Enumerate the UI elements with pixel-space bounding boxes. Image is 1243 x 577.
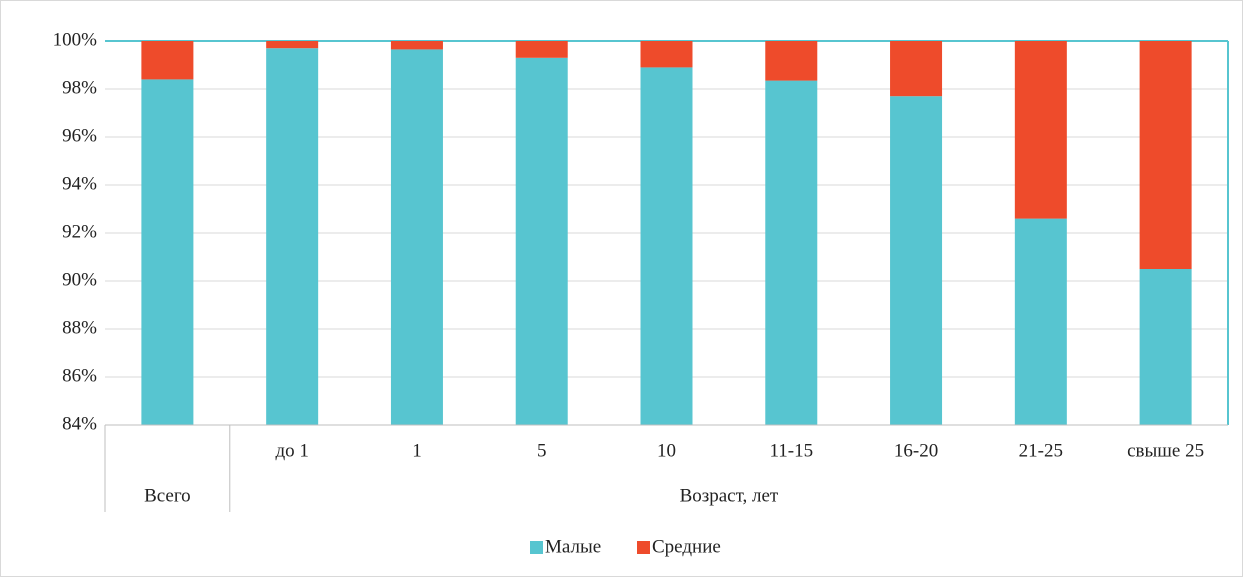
- y-tick-label: 96%: [62, 125, 97, 146]
- y-tick-label: 90%: [62, 269, 97, 290]
- y-tick-label: 84%: [62, 413, 97, 434]
- x-tick-label: 5: [537, 440, 547, 461]
- bar-segment: [390, 49, 443, 426]
- y-tick-label: 88%: [62, 317, 97, 338]
- y-tick-label: 86%: [62, 365, 97, 386]
- bar-segment: [890, 41, 943, 97]
- y-tick-label: 98%: [62, 77, 97, 98]
- x-tick-label: 16-20: [894, 440, 938, 461]
- y-tick-label: 100%: [53, 29, 98, 50]
- x-tick-label: 1: [412, 440, 422, 461]
- bar-segment: [141, 41, 194, 80]
- bar-segment: [765, 41, 818, 81]
- bar-segment: [1139, 269, 1192, 425]
- x-tick-label: 11-15: [769, 440, 813, 461]
- legend-label: Средние: [652, 536, 721, 557]
- bar-segment: [266, 41, 319, 49]
- x-tick-label: свыше 25: [1127, 440, 1204, 461]
- group-label: Возраст, лет: [680, 485, 779, 506]
- x-tick-label: 10: [657, 440, 676, 461]
- bar-segment: [1014, 41, 1067, 219]
- group-label: Всего: [144, 485, 191, 506]
- bar-segment: [640, 41, 693, 68]
- bar-segment: [266, 48, 319, 425]
- bar-segment: [515, 57, 568, 426]
- bar-segment: [515, 41, 568, 58]
- bar-segment: [1014, 218, 1067, 425]
- legend-swatch: [637, 541, 650, 554]
- y-tick-label: 94%: [62, 173, 97, 194]
- legend-swatch: [530, 541, 543, 554]
- bar-segment: [141, 79, 194, 426]
- y-tick-label: 92%: [62, 221, 97, 242]
- bar-segment: [1139, 41, 1192, 269]
- bar-segment: [890, 96, 943, 425]
- x-tick-label: до 1: [275, 440, 308, 461]
- bar-segment: [390, 41, 443, 50]
- bar-segment: [640, 67, 693, 426]
- legend-label: Малые: [545, 536, 601, 557]
- x-tick-label: 21-25: [1019, 440, 1063, 461]
- bar-segment: [765, 80, 818, 425]
